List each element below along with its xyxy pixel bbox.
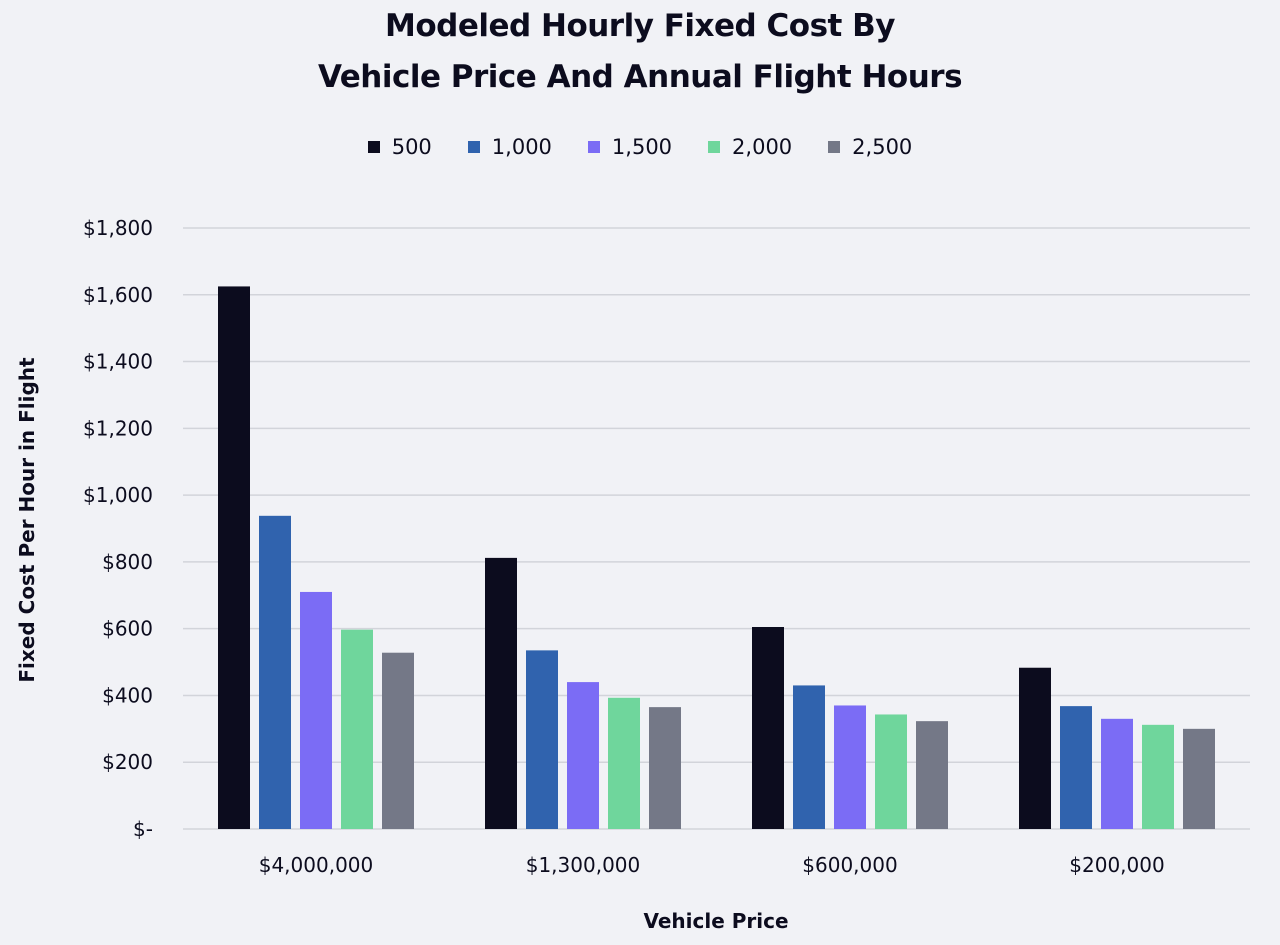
legend-item: 500	[367, 135, 432, 159]
bar	[300, 591, 332, 829]
bar	[1142, 724, 1174, 829]
bar	[916, 721, 948, 829]
y-tick-label: $1,600	[83, 283, 153, 307]
legend-swatch	[467, 141, 480, 153]
bar	[875, 714, 907, 829]
bar	[485, 557, 517, 829]
y-axis-title: Fixed Cost Per Hour in Flight	[15, 357, 39, 683]
legend-label: 1,500	[611, 135, 673, 159]
bar	[1060, 706, 1092, 829]
bar	[1019, 667, 1051, 829]
legend-item: 1,500	[587, 135, 673, 159]
x-axis-title: Vehicle Price	[643, 909, 788, 933]
y-tick-label: $1,000	[83, 483, 153, 507]
bar	[1183, 728, 1215, 829]
x-tick-label: $1,300,000	[526, 853, 641, 877]
bar	[382, 652, 414, 829]
legend-item: 1,000	[467, 135, 552, 159]
bar	[218, 286, 250, 829]
x-tick-label: $4,000,000	[259, 853, 374, 877]
x-tick-label: $600,000	[802, 853, 897, 877]
chart-subtitle: Vehicle Price And Annual Flight Hours	[317, 59, 963, 95]
legend-swatch	[828, 141, 841, 153]
bar	[608, 697, 640, 829]
chart-title: Modeled Hourly Fixed Cost By	[385, 8, 895, 44]
bar	[259, 515, 291, 829]
legend-item: 2,000	[708, 135, 792, 159]
bar	[793, 685, 825, 829]
y-tick-label: $400	[102, 683, 153, 707]
bar	[526, 650, 558, 829]
legend-swatch	[708, 141, 721, 153]
legend-swatch	[587, 141, 600, 153]
y-tick-label: $200	[102, 750, 153, 774]
legend-label: 500	[391, 135, 432, 159]
legend-item: 2,500	[828, 135, 912, 159]
legend-label: 1,000	[491, 135, 552, 159]
x-tick-label: $200,000	[1069, 853, 1164, 877]
bar	[1101, 718, 1133, 829]
bar	[341, 629, 373, 829]
y-tick-label: $600	[102, 617, 153, 641]
bar	[834, 705, 866, 829]
legend-label: 2,500	[852, 135, 913, 159]
y-tick-label: $800	[102, 550, 153, 574]
y-tick-label: $1,800	[83, 216, 153, 240]
legend-label: 2,000	[732, 135, 793, 159]
y-tick-label: $1,200	[83, 416, 153, 440]
y-tick-label: $-	[133, 817, 153, 841]
legend: 500 1,000 1,500 2,000 2,500	[0, 135, 1280, 159]
bar	[567, 682, 599, 829]
y-tick-label: $1,400	[83, 350, 153, 374]
legend-swatch	[367, 141, 380, 153]
bar	[752, 626, 784, 829]
bar	[649, 707, 681, 829]
